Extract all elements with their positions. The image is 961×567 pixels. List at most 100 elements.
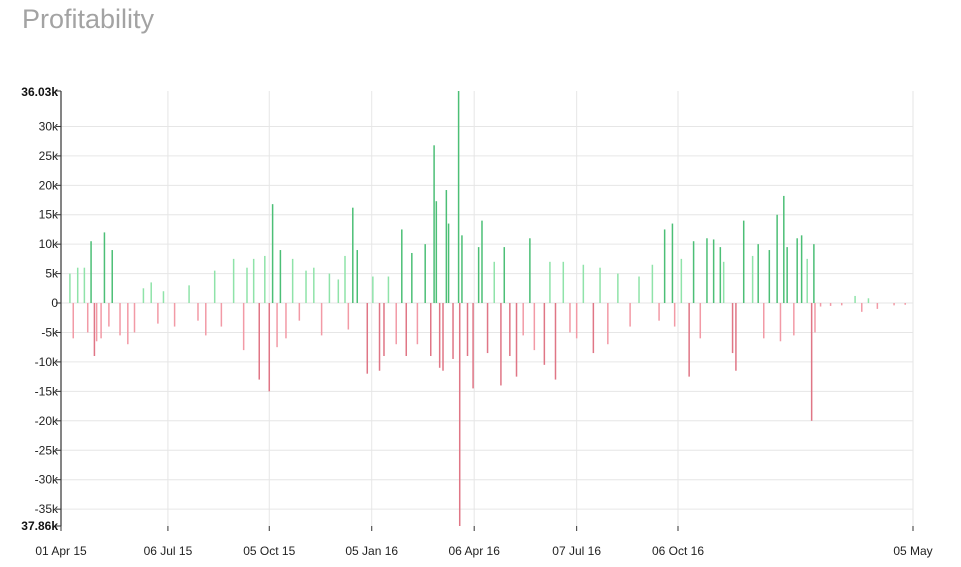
bar-negative <box>509 303 511 357</box>
bar-negative <box>876 303 879 309</box>
bar-negative <box>405 303 408 357</box>
bar-positive <box>481 220 483 303</box>
y-tick-label: 15k <box>39 208 59 222</box>
bar-negative <box>658 303 660 321</box>
x-tick-label: 06 Jul 15 <box>144 544 193 558</box>
bar-negative <box>515 303 518 377</box>
bar-positive <box>411 252 413 303</box>
bar-positive <box>447 223 450 303</box>
x-axis-tick-labels: 01 Apr 15 06 Jul 15 05 Oct 15 05 Jan 16 06 A… <box>35 544 932 558</box>
bar-negative <box>893 303 895 306</box>
y-tick-label: 20k <box>39 178 59 192</box>
bar-negative <box>466 303 469 357</box>
bar-positive <box>279 250 282 303</box>
bar-negative <box>93 303 96 357</box>
bar-negative <box>86 303 89 333</box>
bar-positive <box>742 220 745 303</box>
bar-negative <box>298 303 301 321</box>
bar-positive <box>252 258 255 303</box>
x-tick-label: 06 Oct 16 <box>652 544 704 558</box>
bar-positive <box>83 267 86 303</box>
bar-positive <box>783 195 785 303</box>
bar-negative <box>320 303 323 336</box>
bar-positive <box>313 267 315 303</box>
bar-positive <box>387 276 390 303</box>
bar-positive <box>328 273 331 303</box>
bar-negative <box>500 303 502 386</box>
bar-positive <box>457 91 460 303</box>
y-tick-label: -30k <box>35 473 59 487</box>
bar-positive <box>796 238 798 303</box>
bar-negative <box>458 303 461 526</box>
bar-negative <box>95 303 98 342</box>
bar-positive <box>232 258 235 303</box>
bar-negative <box>416 303 419 345</box>
y-tick-label: 30k <box>39 119 59 133</box>
bar-positive <box>352 207 354 303</box>
bar-positive <box>433 145 435 303</box>
bar-positive <box>188 285 190 303</box>
bar-positive <box>617 273 619 303</box>
bar-negative <box>575 303 578 339</box>
axes <box>56 90 914 531</box>
y-tick-label: 25k <box>39 149 59 163</box>
bar-positive <box>76 267 79 303</box>
bar-positive <box>692 241 695 303</box>
bar-positive <box>562 261 565 303</box>
x-tick-label: 06 Apr 16 <box>449 544 501 558</box>
bar-negative <box>133 303 136 333</box>
bar-negative <box>472 303 474 389</box>
bar-negative <box>430 303 432 357</box>
bar-positive <box>90 241 92 303</box>
grid-lines <box>61 91 914 526</box>
y-tick-label: -15k <box>35 384 59 398</box>
bar-positive <box>103 232 106 303</box>
bar-positive <box>671 223 674 303</box>
bar-positive <box>529 238 531 303</box>
bar-negative <box>763 303 765 339</box>
bar-positive <box>638 276 640 303</box>
bar-negative <box>452 303 454 359</box>
bar-positive <box>162 291 165 303</box>
bar-positive <box>712 239 715 303</box>
bar-positive <box>768 250 771 303</box>
chart-title: Profitability <box>22 4 155 34</box>
y-tick-label: 5k <box>45 267 59 281</box>
bar-positive <box>305 270 307 303</box>
bar-negative <box>119 303 121 336</box>
bar-negative <box>205 303 207 336</box>
bar-positive <box>599 267 601 303</box>
bar-negative <box>779 303 782 342</box>
bar-positive <box>372 276 374 303</box>
bar-negative <box>442 303 444 371</box>
bar-negative <box>533 303 536 351</box>
y-tick-label: -10k <box>35 355 59 369</box>
bar-negative <box>607 303 609 345</box>
bar-positive <box>424 244 426 303</box>
bar-positive <box>246 267 248 303</box>
bar-positive <box>435 201 438 303</box>
bar-negative <box>268 303 271 392</box>
bar-negative <box>100 303 102 339</box>
y-max-label: 36.03k <box>21 85 58 99</box>
bar-negative <box>793 303 795 336</box>
bar-positive <box>69 273 71 303</box>
bar-negative <box>592 303 595 354</box>
bar-positive <box>786 247 788 303</box>
bar-positive <box>401 229 403 303</box>
bar-negative <box>157 303 159 324</box>
y-tick-label: -5k <box>41 325 59 339</box>
bar-negative <box>366 303 369 374</box>
bar-positive <box>337 279 340 303</box>
bar-positive <box>719 247 722 303</box>
x-tick-label: 01 Apr 15 <box>35 544 87 558</box>
bar-negative <box>127 303 129 345</box>
bar-positive <box>867 298 870 303</box>
bar-negative <box>688 303 690 377</box>
bar-positive <box>493 261 495 303</box>
bar-positive <box>706 238 708 303</box>
bar-negative <box>554 303 557 380</box>
bar-positive <box>722 261 725 303</box>
y-min-label: 37.86k <box>21 519 58 533</box>
